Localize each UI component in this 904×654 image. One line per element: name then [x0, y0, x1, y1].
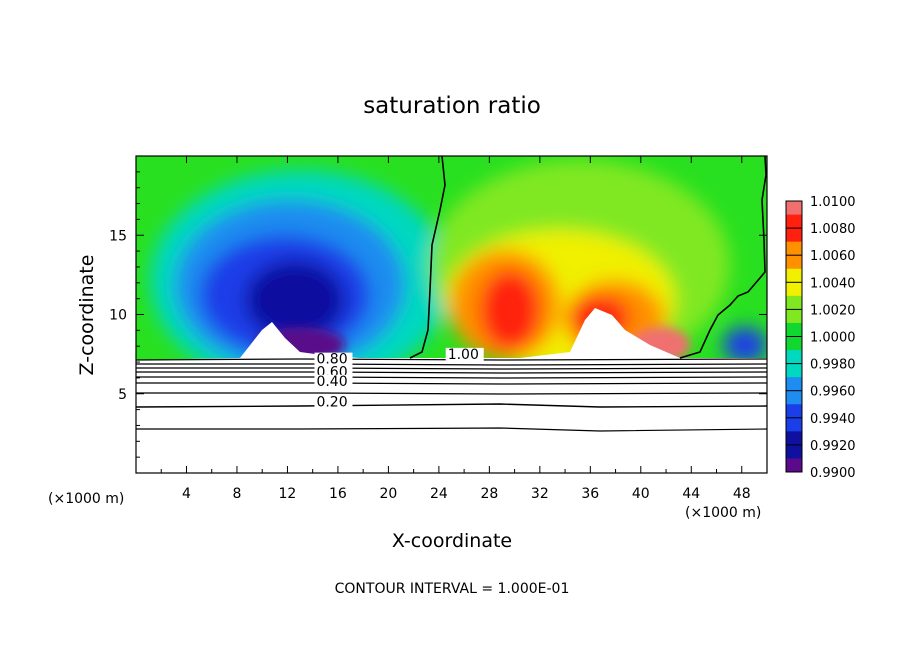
colorbar-swatch — [786, 458, 802, 473]
colorbar-swatch — [786, 377, 802, 392]
colorbar-swatch — [786, 404, 802, 419]
contour-label: 0.80 — [316, 352, 347, 368]
x-tick-label: 24 — [430, 486, 448, 502]
contour-label-bg — [314, 374, 353, 388]
colorbar-level-label: 1.0060 — [810, 249, 856, 264]
colorbar-level-label: 0.9920 — [810, 439, 856, 454]
colorbar-swatch — [786, 255, 802, 270]
y-tick-label: 5 — [118, 387, 127, 403]
colorbar: 0.9900 0.9920 0.9940 0.9960 0.9980 1.0000 1.00… — [785, 195, 856, 481]
colorbar-swatch — [786, 309, 802, 324]
x-tick-label: 16 — [329, 486, 347, 502]
colorbar-level-label: 1.0100 — [810, 195, 856, 210]
x-tick-label: 12 — [279, 486, 297, 502]
colorbar-level-label: 1.0080 — [810, 222, 856, 237]
contour-label: 0.20 — [316, 394, 347, 410]
contour-lines — [136, 156, 767, 432]
colorbar-swatch — [786, 336, 802, 351]
contour-1.00 — [409, 156, 767, 359]
contour-label-bg — [314, 395, 353, 409]
x-tick-label: 20 — [379, 486, 397, 502]
colorbar-swatch — [786, 282, 802, 297]
colorbar-swatch — [786, 431, 802, 446]
y-tick-label: 15 — [109, 228, 127, 244]
colorbar-swatch — [786, 228, 802, 243]
colorbar-swatch — [786, 241, 802, 256]
x-tick-label: 44 — [682, 486, 700, 502]
chart-title: saturation ratio — [363, 93, 541, 119]
colorbar-swatch — [786, 350, 802, 365]
colorbar-swatch — [786, 322, 802, 337]
contour-label-bg — [314, 352, 353, 366]
x-tick-label: 4 — [182, 486, 191, 502]
x-unit-right: (×1000 m) — [685, 505, 761, 521]
x-tick-label: 48 — [733, 486, 751, 502]
colorbar-level-label: 0.9980 — [810, 358, 856, 373]
contour-label-bg — [445, 347, 484, 361]
colorbar-level-label: 1.0000 — [810, 331, 856, 346]
colorbar-swatch — [786, 417, 802, 432]
x-tick-label: 8 — [232, 486, 241, 502]
colorbar-swatch — [786, 390, 802, 405]
contour-label: 1.00 — [448, 347, 479, 363]
colorbar-swatch — [786, 295, 802, 310]
y-tick-label: 10 — [109, 308, 127, 324]
colorbar-swatch — [786, 363, 802, 378]
colorbar-level-label: 1.0040 — [810, 276, 856, 291]
x-tick-label: 40 — [632, 486, 650, 502]
colorbar-level-label: 0.9960 — [810, 385, 856, 400]
x-tick-label: 36 — [581, 486, 599, 502]
colorbar-swatch — [786, 268, 802, 283]
colorbar-swatch — [786, 214, 802, 229]
colorbar-level-label: 0.9900 — [810, 466, 856, 481]
contour-labels: 0.800.600.400.201.00 — [314, 347, 484, 410]
colorbar-swatch — [786, 201, 802, 216]
y-axis-label: Z-coordinate — [76, 255, 98, 376]
x-unit-left: (×1000 m) — [48, 491, 124, 507]
contour-interval-note: CONTOUR INTERVAL = 1.000E-01 — [335, 581, 570, 597]
x-axis-label: X-coordinate — [392, 530, 512, 552]
heatmap-field — [136, 156, 767, 473]
colorbar-level-label: 1.0020 — [810, 303, 856, 318]
x-tick-label: 28 — [480, 486, 498, 502]
contour-label: 0.40 — [316, 374, 347, 390]
x-tick-label: 32 — [531, 486, 549, 502]
colorbar-level-label: 0.9940 — [810, 412, 856, 427]
colorbar-swatch — [786, 444, 802, 459]
x-axis: 4 8 12 16 20 24 28 32 36 40 44 48 — [160, 156, 751, 502]
y-axis: 5 10 15 — [109, 171, 767, 458]
